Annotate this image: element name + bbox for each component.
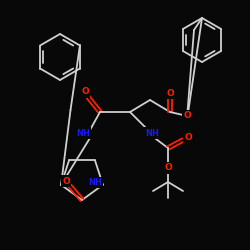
Text: O: O (184, 132, 192, 141)
Text: O: O (164, 164, 172, 172)
Text: O: O (166, 88, 174, 98)
Text: O: O (183, 112, 191, 120)
Text: O: O (81, 88, 89, 96)
Text: NH: NH (76, 128, 90, 138)
Text: NH: NH (88, 178, 102, 187)
Text: O: O (62, 176, 70, 186)
Text: NH: NH (145, 128, 159, 138)
